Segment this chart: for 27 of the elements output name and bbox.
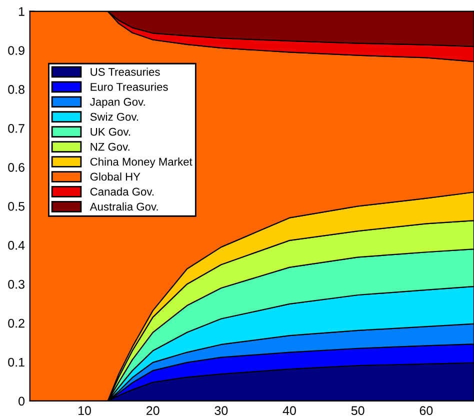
y-tick-label: 0.1: [8, 358, 24, 367]
legend-label: NZ Gov.: [90, 142, 130, 151]
legend-label: US Treasuries: [90, 68, 160, 76]
legend-label: Swiz Gov.: [90, 112, 138, 121]
x-tick-label: 30: [214, 406, 228, 416]
legend-label: Global HY: [90, 172, 140, 181]
x-tick-label: 60: [420, 406, 433, 416]
y-tick-label: 0.2: [8, 318, 24, 328]
y-tick-label: 0.6: [8, 162, 24, 172]
y-tick-label: 1: [19, 7, 24, 16]
y-tick-label: 0.7: [8, 124, 24, 133]
legend-label: China Money Market: [90, 158, 192, 168]
legend-label: Australia Gov.: [90, 202, 158, 211]
x-tick-label: 50: [351, 406, 364, 416]
y-tick-label: 0: [18, 396, 25, 406]
x-tick-label: 20: [146, 406, 160, 416]
y-tick-label: 0.8: [8, 85, 24, 94]
x-tick-label: 40: [282, 406, 296, 416]
y-tick-label: 0.4: [8, 240, 25, 250]
y-tick-label: 0.5: [8, 202, 24, 211]
legend-label: UK Gov.: [90, 128, 130, 136]
legend-label: Euro Treasuries: [90, 82, 168, 91]
legend-label: Canada Gov.: [90, 187, 154, 196]
x-tick-label: 10: [78, 406, 91, 416]
legend-label: Japan Gov.: [90, 98, 145, 108]
y-tick-label: 0.9: [8, 46, 24, 55]
y-tick-label: 0.3: [8, 280, 24, 289]
